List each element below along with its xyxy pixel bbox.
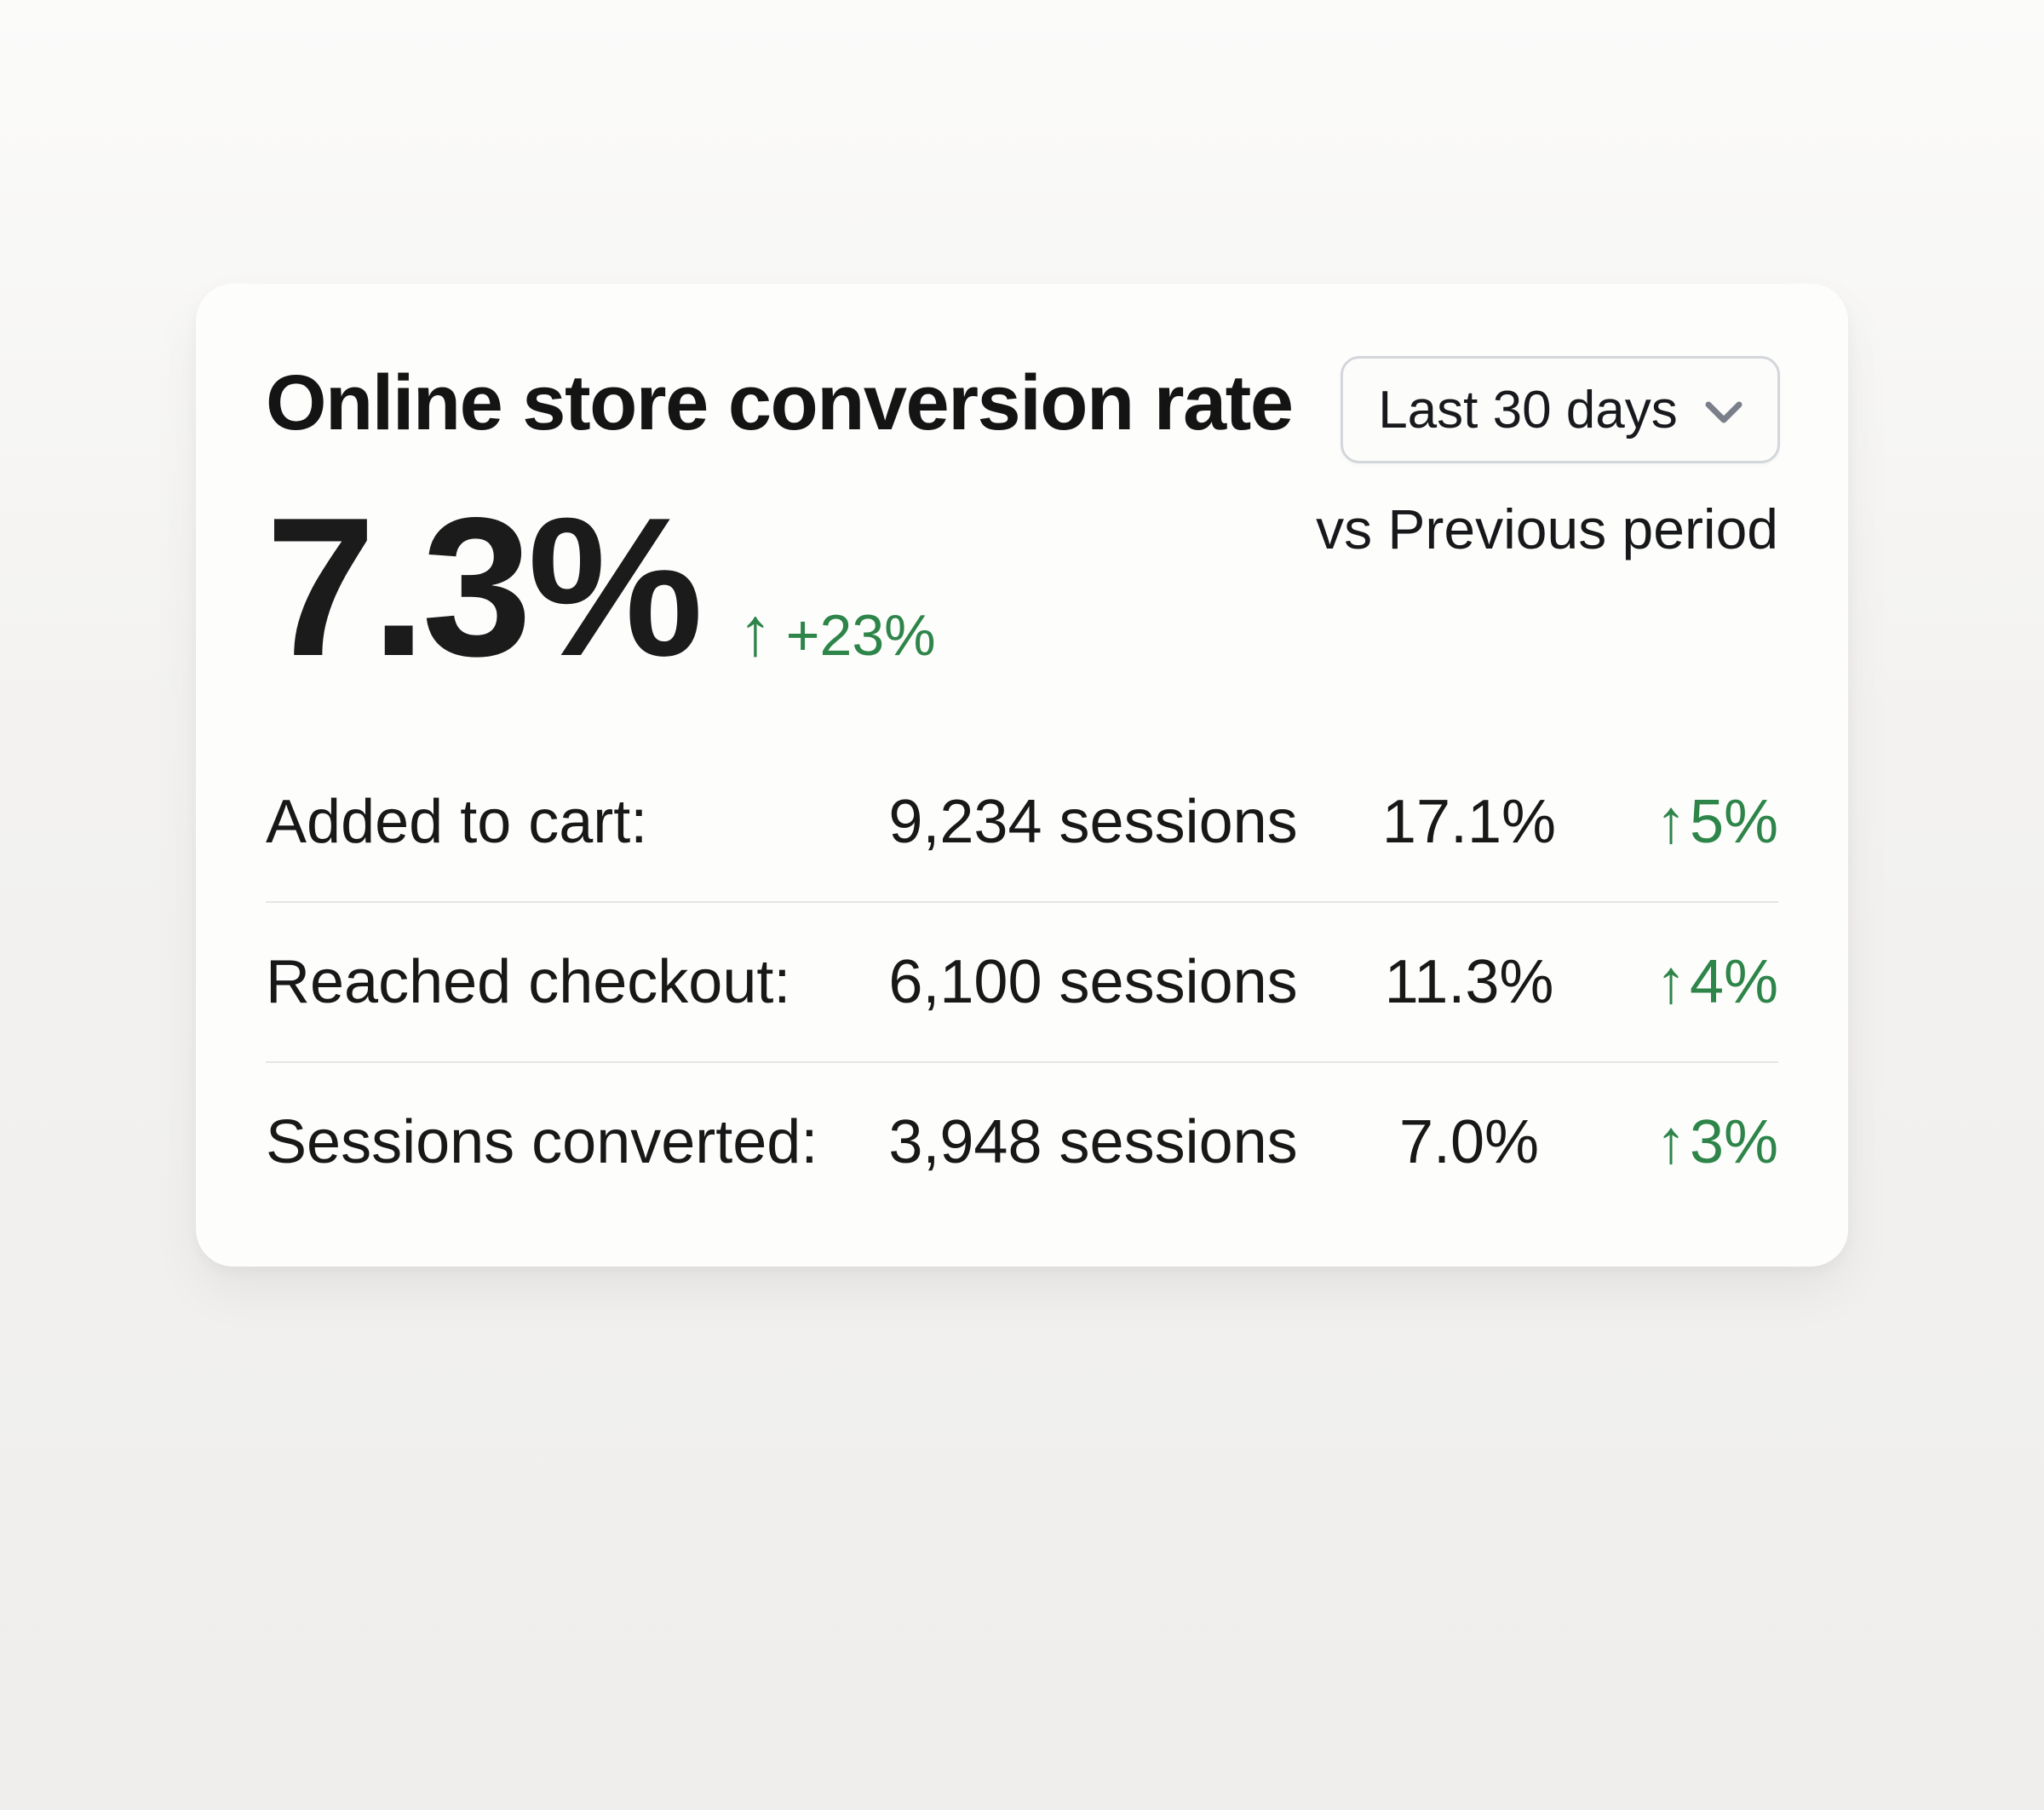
page-title: Online store conversion rate <box>266 359 1294 446</box>
row-label: Sessions converted: <box>266 1107 818 1176</box>
row-change: ↑3% <box>1614 1107 1778 1177</box>
row-change-value: 3% <box>1689 1107 1778 1176</box>
metric-change-value: +23% <box>785 602 936 668</box>
conversion-rate-card: Online store conversion rate Last 30 day… <box>196 284 1848 1267</box>
row-rate: 17.1% <box>1381 787 1557 856</box>
comparison-period-label: vs Previous period <box>1316 497 1778 560</box>
row-label: Reached checkout: <box>266 947 791 1016</box>
primary-metric: 7.3% ↑ +23% <box>266 476 1778 698</box>
arrow-up-icon: ↑ <box>1655 947 1686 1016</box>
arrow-up-icon: ↑ <box>1655 1107 1686 1176</box>
arrow-up-icon: ↑ <box>738 593 772 669</box>
period-dropdown[interactable]: Last 30 days <box>1341 356 1780 463</box>
table-row: Sessions converted: 3,948 sessions 7.0% … <box>266 1060 1778 1221</box>
chevron-down-icon <box>1705 401 1743 423</box>
table-row: Added to cart: 9,234 sessions 17.1% ↑5% <box>266 743 1778 901</box>
period-dropdown-label: Last 30 days <box>1378 380 1678 440</box>
row-change: ↑5% <box>1614 787 1778 857</box>
conversion-rate-value: 7.3% <box>266 476 703 698</box>
row-change-value: 4% <box>1689 947 1778 1016</box>
funnel-table: Added to cart: 9,234 sessions 17.1% ↑5% … <box>266 743 1778 1221</box>
row-sessions: 3,948 sessions <box>888 1107 1298 1176</box>
row-label: Added to cart: <box>266 787 648 856</box>
row-sessions: 6,100 sessions <box>888 947 1298 1016</box>
row-rate: 7.0% <box>1398 1107 1540 1176</box>
row-change: ↑4% <box>1614 947 1778 1017</box>
row-change-value: 5% <box>1689 787 1778 856</box>
metric-change: ↑ +23% <box>738 593 936 669</box>
row-sessions: 9,234 sessions <box>888 787 1298 856</box>
arrow-up-icon: ↑ <box>1655 787 1686 856</box>
table-row: Reached checkout: 6,100 sessions 11.3% ↑… <box>266 900 1778 1061</box>
row-rate: 11.3% <box>1384 947 1554 1016</box>
